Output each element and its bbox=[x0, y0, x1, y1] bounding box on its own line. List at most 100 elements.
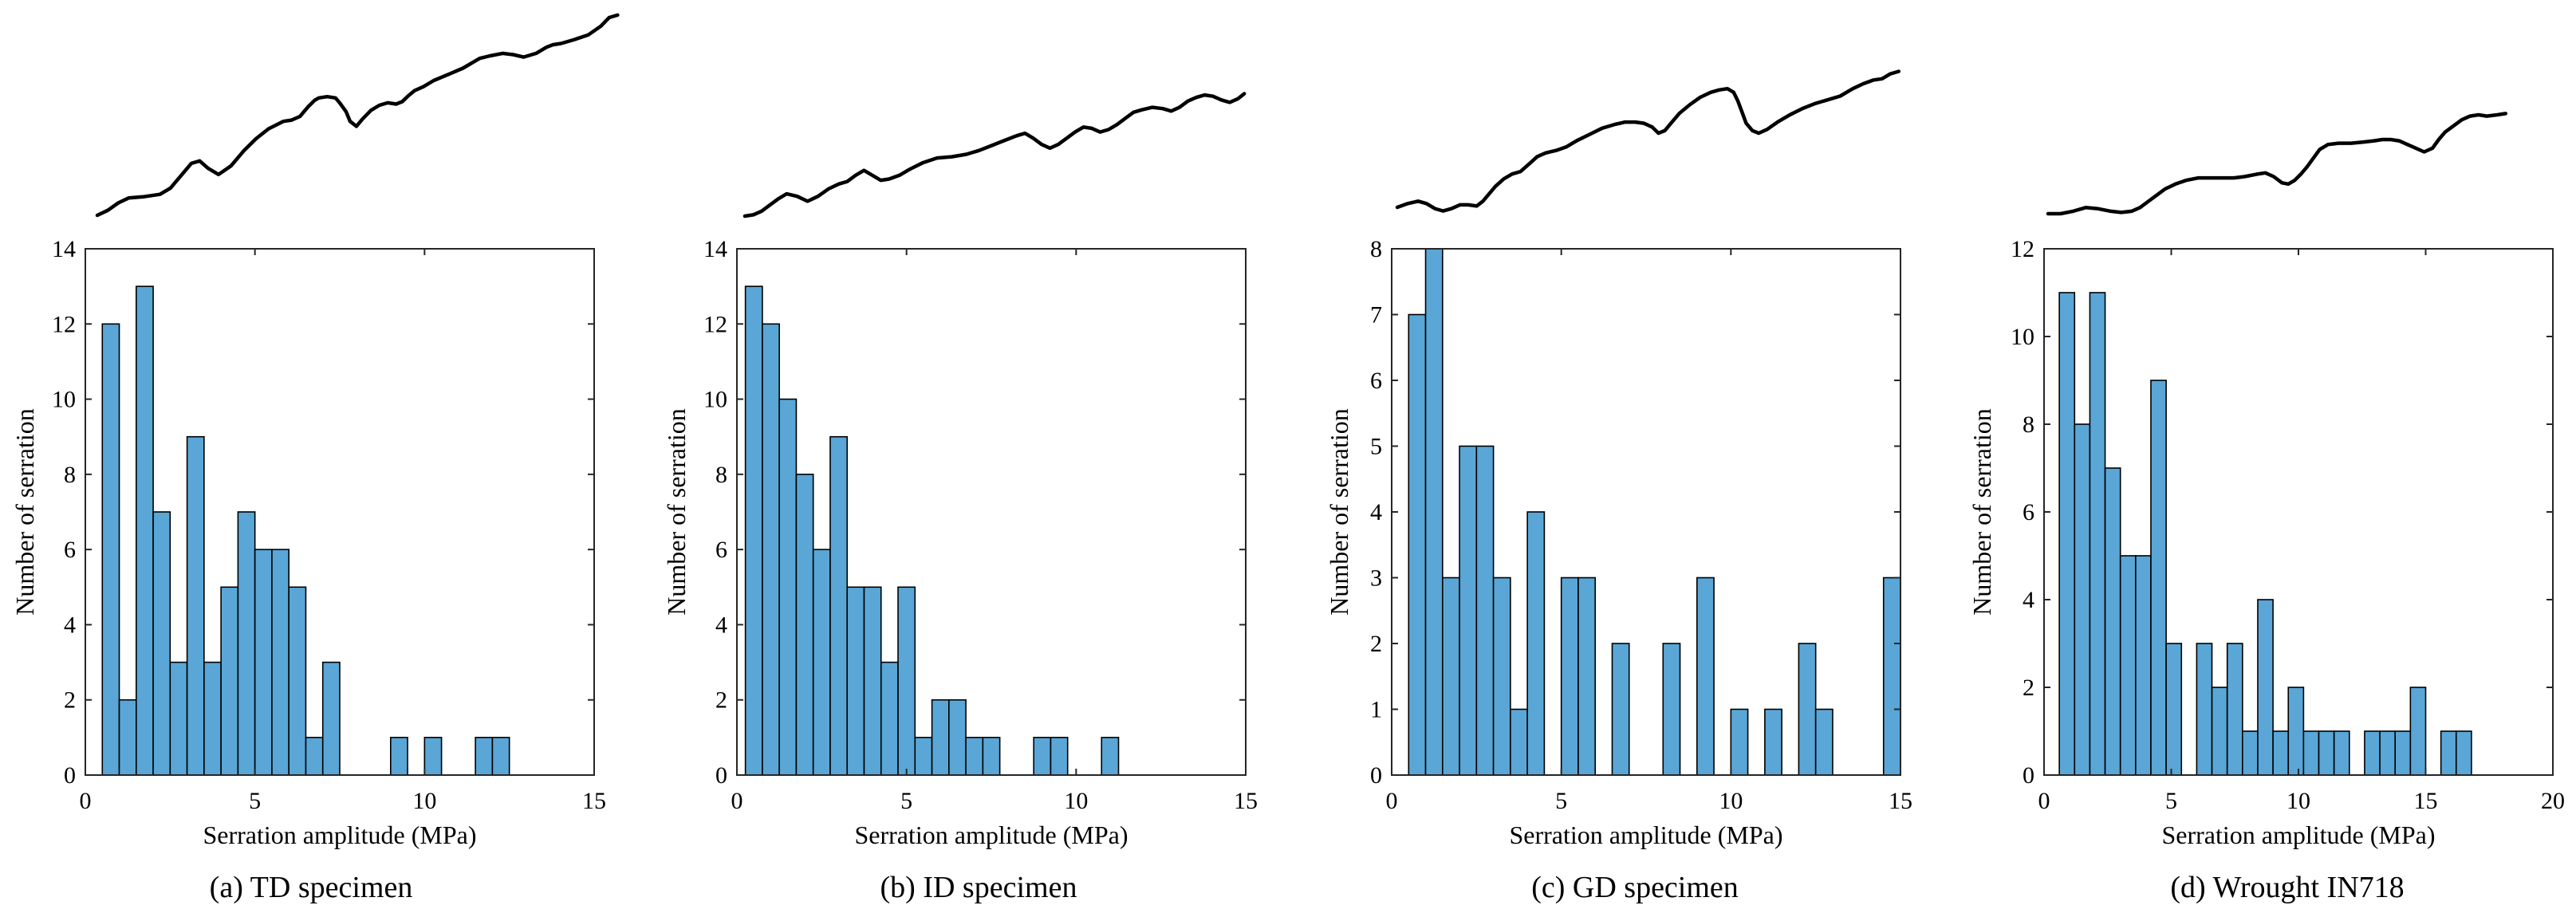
histogram-bar bbox=[1798, 643, 1817, 776]
histogram-bar bbox=[2211, 687, 2228, 776]
histogram-bar bbox=[1764, 708, 1782, 776]
stress-curve-inset bbox=[95, 13, 620, 218]
histogram-bar bbox=[2333, 730, 2350, 776]
histogram-bar bbox=[491, 737, 510, 776]
histogram-bar bbox=[1696, 577, 1715, 776]
histogram-bar bbox=[389, 737, 408, 776]
histogram-bar bbox=[2104, 467, 2121, 776]
histogram-bar bbox=[186, 435, 205, 776]
histogram-bar bbox=[2379, 730, 2397, 776]
y-tick-label: 10 bbox=[52, 387, 76, 413]
y-axis-label: Number of serration bbox=[1967, 408, 1996, 615]
histogram-bar bbox=[1510, 708, 1528, 776]
histogram-bar bbox=[305, 737, 324, 776]
y-tick-label: 0 bbox=[64, 762, 76, 789]
x-tick-label: 15 bbox=[2414, 788, 2438, 814]
histogram-bar bbox=[1424, 248, 1444, 776]
histogram-bar bbox=[1662, 643, 1681, 776]
plot-frame bbox=[736, 248, 1247, 776]
histogram-bar bbox=[744, 285, 763, 776]
histogram-bar bbox=[1475, 445, 1495, 776]
histogram-bar bbox=[2226, 643, 2243, 776]
histogram-bar bbox=[931, 699, 950, 776]
histogram-bar bbox=[2440, 730, 2457, 776]
x-tick-label: 15 bbox=[1234, 788, 1258, 814]
y-axis-label: Number of serration bbox=[10, 408, 39, 615]
histogram-bar bbox=[2119, 555, 2137, 776]
histogram-bar bbox=[1578, 577, 1597, 776]
y-tick-label: 12 bbox=[52, 311, 76, 337]
histogram-bar bbox=[254, 549, 273, 776]
y-tick-label: 3 bbox=[1370, 565, 1382, 592]
y-tick-label: 14 bbox=[703, 236, 727, 262]
y-tick-label: 12 bbox=[2011, 236, 2034, 262]
x-tick-label: 0 bbox=[80, 788, 92, 814]
x-tick-label: 15 bbox=[582, 788, 606, 814]
histogram-bar bbox=[423, 737, 443, 776]
histogram-bar bbox=[897, 586, 916, 776]
y-tick-label: 4 bbox=[64, 612, 76, 638]
x-tick-label: 0 bbox=[731, 788, 743, 814]
histogram-bar bbox=[2409, 687, 2427, 776]
y-tick-label: 7 bbox=[1370, 302, 1382, 329]
x-tick-label: 15 bbox=[1889, 788, 1912, 814]
histogram-bar bbox=[1730, 708, 1749, 776]
histogram-bar bbox=[965, 737, 984, 776]
histogram-bar bbox=[2165, 643, 2183, 776]
histogram-bar bbox=[475, 737, 494, 776]
histogram-bar bbox=[1408, 313, 1427, 776]
x-tick-label: 20 bbox=[2541, 788, 2565, 814]
histogram-bar bbox=[1882, 577, 1901, 776]
histogram-bar bbox=[1033, 737, 1052, 776]
histogram-bar bbox=[914, 737, 933, 776]
stress-curve-inset bbox=[2046, 112, 2508, 216]
y-tick-label: 0 bbox=[2023, 762, 2034, 789]
histogram-bar bbox=[1560, 577, 1579, 776]
y-axis-label: Number of serration bbox=[1325, 408, 1353, 615]
y-tick-label: 6 bbox=[715, 537, 727, 563]
histogram-bar bbox=[288, 586, 307, 776]
histogram-bar bbox=[948, 699, 967, 776]
y-tick-label: 0 bbox=[715, 762, 727, 789]
plot-frame bbox=[85, 248, 595, 776]
histogram-bar bbox=[2150, 380, 2167, 776]
histogram-bar bbox=[982, 737, 1001, 776]
y-tick-label: 12 bbox=[703, 311, 727, 337]
y-tick-label: 8 bbox=[715, 462, 727, 488]
histogram-bar bbox=[1814, 708, 1834, 776]
panel-caption: (a) TD specimen bbox=[210, 871, 413, 904]
histogram-bar bbox=[169, 661, 188, 776]
histogram-bar bbox=[2364, 730, 2381, 776]
histogram-bar bbox=[2318, 730, 2335, 776]
histogram-bar bbox=[2089, 292, 2106, 776]
y-tick-label: 4 bbox=[715, 612, 727, 638]
x-axis-label: Serration amplitude (MPa) bbox=[203, 821, 476, 849]
panel-a: 0 5 10 15 0 2 4 6 8 10 12 14 Number of serration Se… bbox=[10, 13, 620, 904]
histogram-bar bbox=[2196, 643, 2213, 776]
y-axis-label: Number of serration bbox=[662, 408, 691, 615]
y-tick-label: 2 bbox=[2023, 675, 2034, 701]
histogram-bar bbox=[778, 398, 798, 776]
histogram-bar bbox=[220, 586, 239, 776]
panel-b: 0 5 10 15 0 2 4 6 8 10 12 14 Number of serration Se… bbox=[662, 92, 1258, 904]
histogram-bar bbox=[2135, 555, 2152, 776]
x-tick-label: 5 bbox=[1555, 788, 1567, 814]
histogram-bar bbox=[1611, 643, 1630, 776]
x-tick-label: 5 bbox=[249, 788, 261, 814]
panel-caption: (c) GD specimen bbox=[1531, 871, 1739, 904]
panel-d: 0 5 10 15 20 0 2 4 6 8 10 12 Number of serration Se… bbox=[1967, 112, 2565, 904]
histogram-bar bbox=[321, 661, 341, 776]
histogram-bar bbox=[136, 285, 154, 776]
histogram-bar bbox=[101, 323, 120, 776]
stress-curve-inset bbox=[742, 92, 1247, 218]
x-axis-label: Serration amplitude (MPa) bbox=[854, 821, 1128, 849]
histogram-bar bbox=[829, 435, 849, 776]
y-tick-label: 0 bbox=[1370, 762, 1382, 789]
panel-caption: (b) ID specimen bbox=[880, 871, 1077, 904]
y-tick-label: 6 bbox=[1370, 368, 1382, 394]
y-tick-label: 10 bbox=[2011, 324, 2034, 350]
y-tick-label: 14 bbox=[52, 236, 76, 262]
x-axis-label: Serration amplitude (MPa) bbox=[1509, 821, 1782, 849]
y-tick-label: 2 bbox=[64, 687, 76, 714]
